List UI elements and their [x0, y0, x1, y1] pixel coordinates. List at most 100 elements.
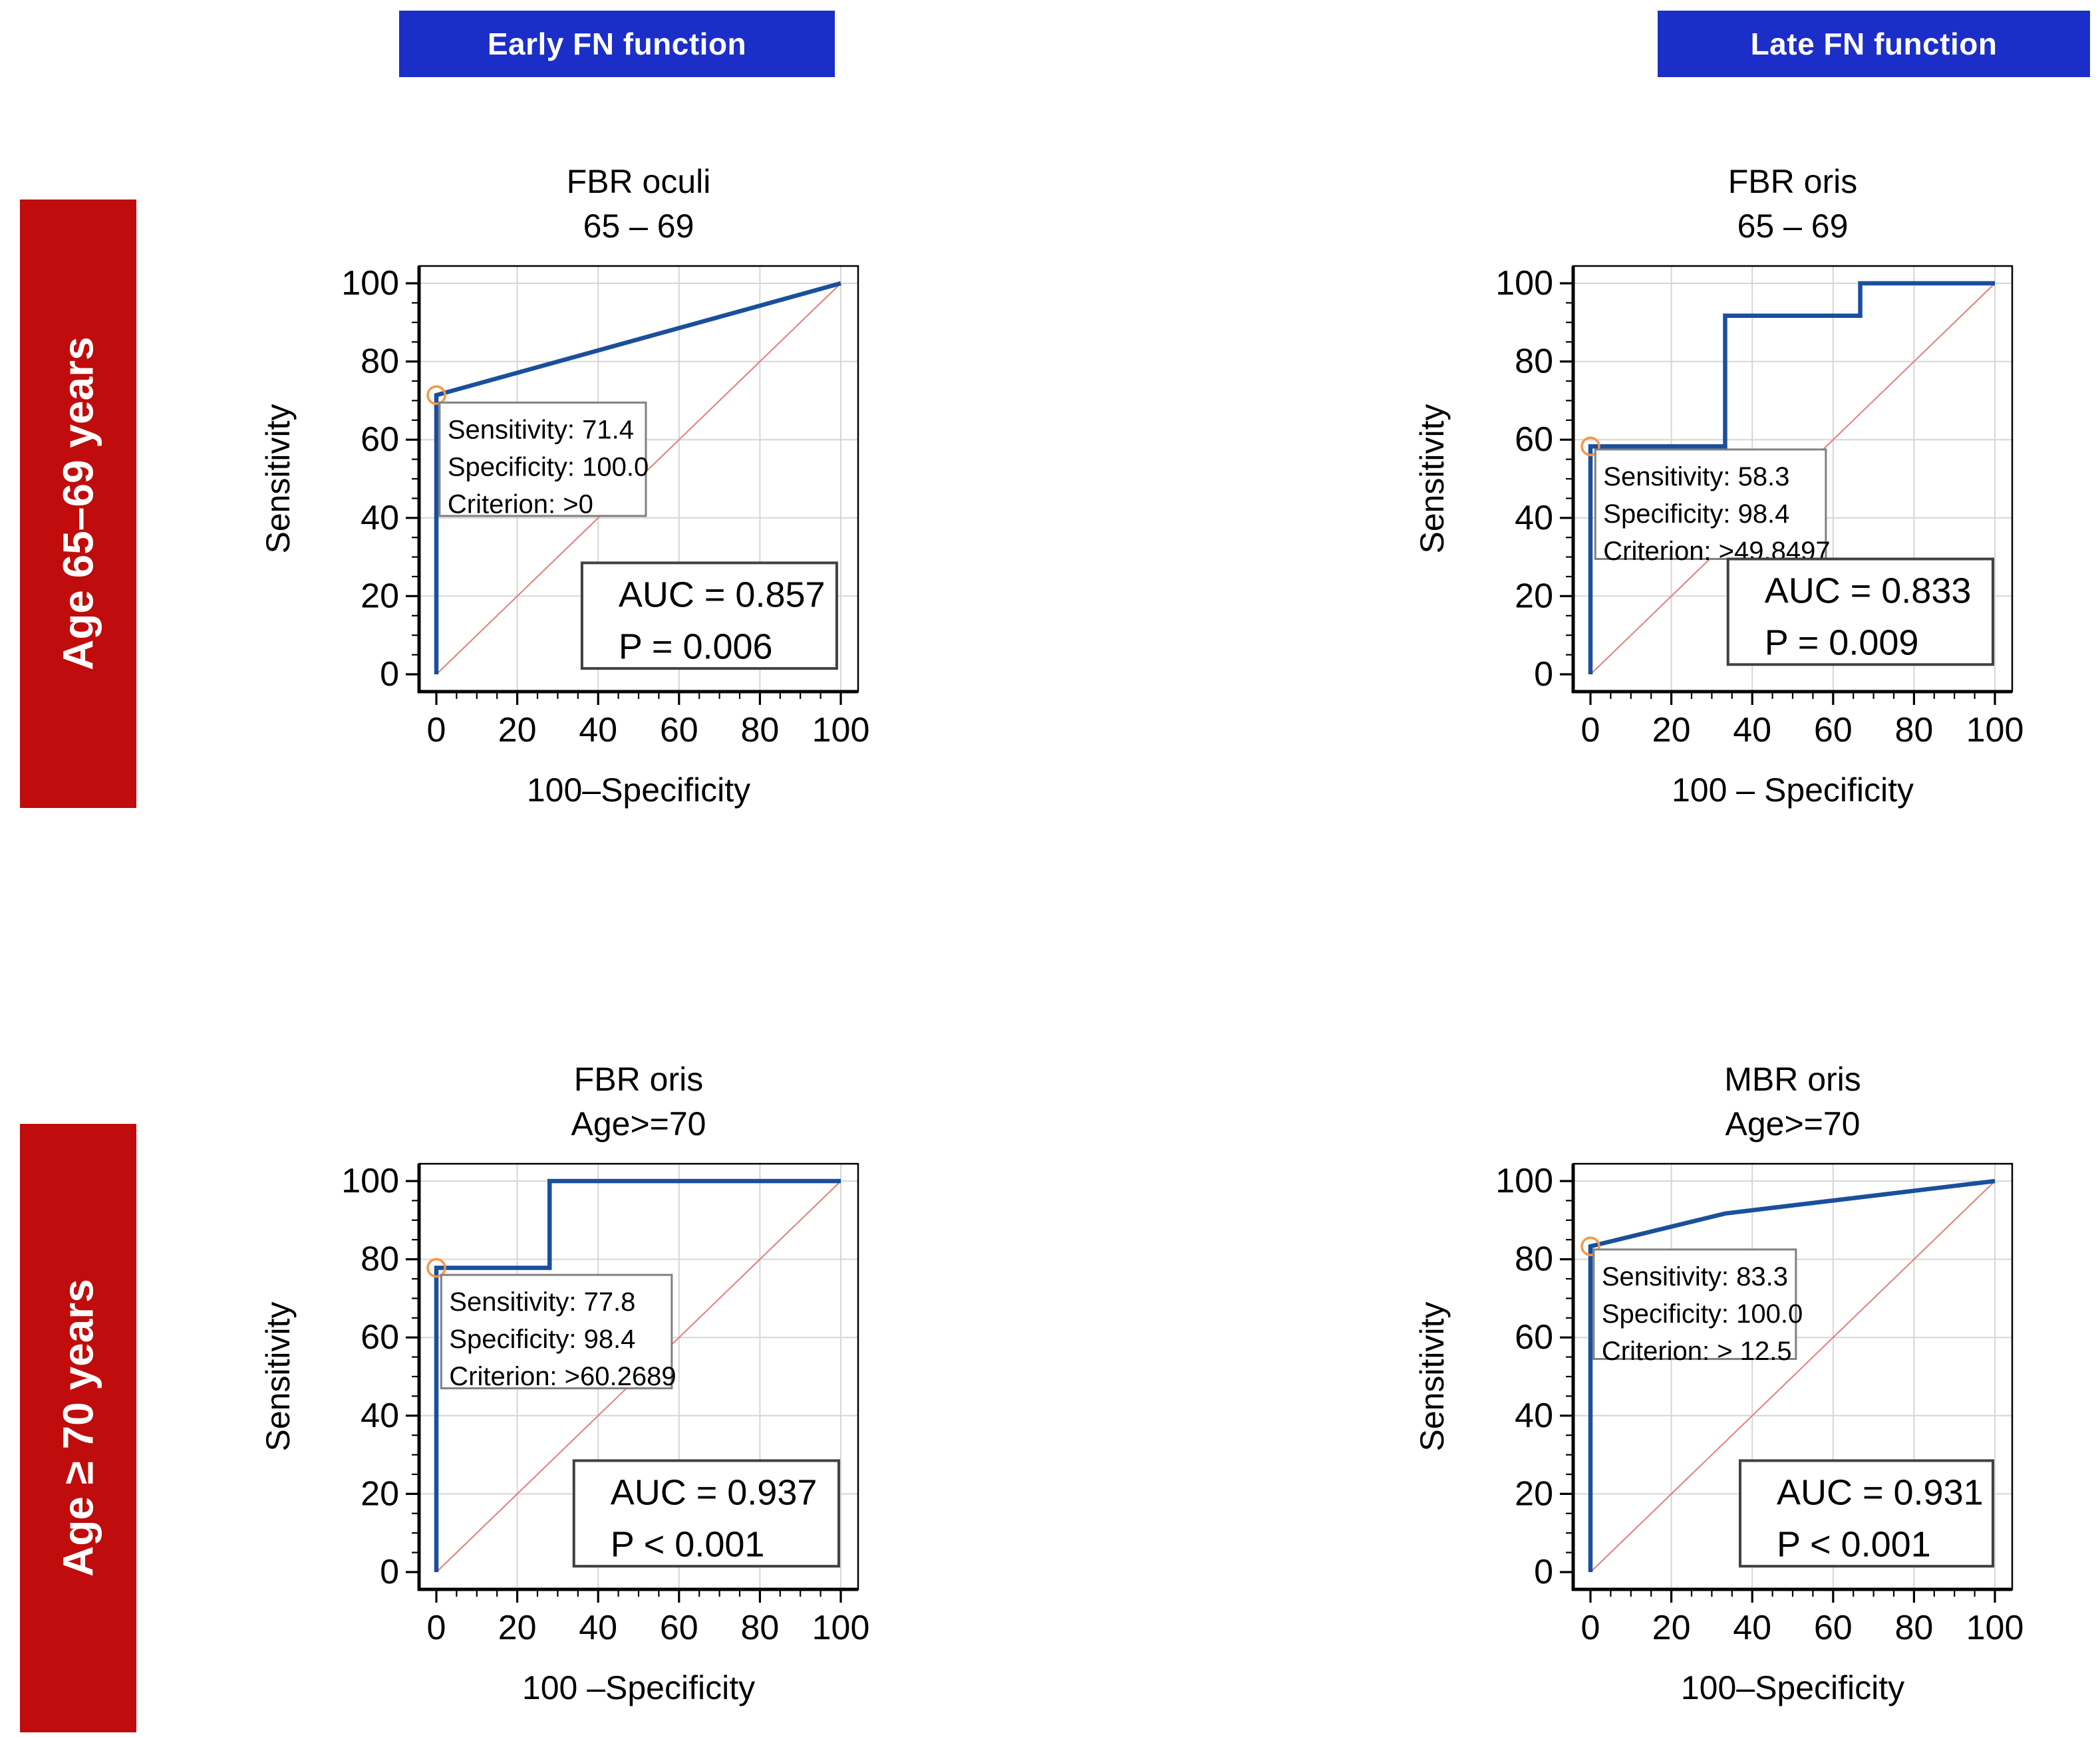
x-tick-label: 20: [1652, 711, 1691, 749]
y-tick-label: 0: [380, 655, 399, 694]
operating-point-marker: [426, 385, 446, 405]
y-tick-label: 40: [1515, 499, 1553, 537]
x-axis-label: 100–Specificity: [527, 771, 750, 809]
auc-annotation-line: AUC = 0.931: [1777, 1472, 1984, 1512]
x-tick-label: 80: [740, 711, 779, 749]
y-tick-label: 100: [1495, 1162, 1553, 1200]
roc-curve: [434, 281, 841, 674]
y-tick-label: 20: [1515, 1474, 1553, 1513]
x-tick-label: 20: [1652, 1609, 1691, 1647]
reference-diagonal: [1590, 1180, 1996, 1573]
auc-annotation-box: [1726, 557, 1994, 666]
operating-point-tooltip: [1594, 448, 1827, 561]
x-tick-label: 80: [1894, 711, 1933, 749]
y-tick-label: 100: [1495, 264, 1553, 303]
tooltip-line: Criterion: >0: [448, 489, 593, 519]
x-tick-label: 40: [579, 1609, 617, 1647]
y-tick-label: 20: [361, 1474, 399, 1513]
y-tick-label: 60: [1515, 420, 1553, 459]
x-tick-label: 100: [812, 1609, 870, 1647]
x-tick-label: 40: [1733, 711, 1771, 749]
y-tick-label: 100: [341, 264, 399, 303]
tooltip-line: Specificity: 100.0: [448, 452, 649, 481]
operating-point-tooltip: [438, 401, 647, 517]
tooltip-line: Specificity: 98.4: [1603, 499, 1789, 529]
panel-title: MBR oris: [1724, 1061, 1861, 1098]
tooltip-line: Specificity: 98.4: [449, 1325, 635, 1354]
x-tick-label: 100: [1966, 1609, 2024, 1647]
auc-annotation-line: P = 0.009: [1765, 623, 1919, 663]
y-tick-label: 40: [1515, 1397, 1553, 1435]
auc-annotation-line: AUC = 0.857: [619, 575, 825, 614]
tooltip-line: Sensitivity: 83.3: [1602, 1262, 1788, 1291]
row-label-age-65-69: Age 65–69 years: [20, 200, 136, 808]
panel-subtitle: Age>=70: [1725, 1105, 1861, 1142]
roc-panel-early-70-plus: 0 20 40 60 80 100 0 20 40 60 80 100 FBR oris Age>=70 1…: [259, 1061, 870, 1706]
x-tick-label: 40: [1733, 1609, 1771, 1647]
x-tick-label: 100: [1966, 711, 2024, 749]
y-tick-label: 0: [1534, 655, 1553, 694]
roc-panel-late-65-69: 0 20 40 60 80 100 0 20 40 60 80 100 FBR oris 65 – 69 1…: [1414, 163, 2024, 809]
x-tick-label: 0: [1581, 1609, 1600, 1647]
y-tick-label: 20: [1515, 577, 1553, 615]
y-tick-label: 60: [1515, 1318, 1553, 1357]
operating-point-tooltip: [440, 1273, 673, 1390]
y-tick-label: 80: [1515, 1240, 1553, 1279]
auc-annotation-line: P < 0.001: [1777, 1524, 1931, 1564]
operating-point-tooltip: [1592, 1248, 1797, 1361]
y-axis-label: Sensitivity: [259, 404, 297, 553]
tooltip-line: Specificity: 100.0: [1602, 1299, 1803, 1329]
roc-panel-late-70-plus: 0 20 40 60 80 100 0 20 40 60 80 100 MBR oris Age>=70 1…: [1414, 1061, 2024, 1706]
x-tick-label: 60: [1814, 1609, 1853, 1647]
column-header-late-fn: Late FN function: [1658, 11, 2090, 77]
auc-annotation-line: AUC = 0.833: [1765, 571, 1972, 611]
column-header-early-fn: Early FN function: [399, 11, 835, 77]
panel-title: FBR oculi: [567, 163, 711, 200]
panel-subtitle: 65 – 69: [1737, 207, 1849, 245]
x-axis-label: 100–Specificity: [1681, 1669, 1904, 1706]
panel-subtitle: Age>=70: [571, 1105, 706, 1142]
y-tick-label: 40: [361, 499, 399, 537]
x-tick-label: 100: [812, 711, 870, 749]
x-tick-label: 60: [1814, 711, 1853, 749]
x-tick-label: 20: [498, 711, 537, 749]
auc-annotation-box: [580, 561, 838, 670]
x-axis-label: 100 –Specificity: [522, 1669, 755, 1706]
y-axis-label: Sensitivity: [1414, 1301, 1451, 1451]
x-tick-label: 0: [1581, 711, 1600, 749]
operating-point-marker: [1580, 436, 1600, 456]
y-tick-label: 60: [361, 1318, 399, 1357]
y-tick-label: 80: [361, 1240, 399, 1279]
auc-annotation-line: AUC = 0.937: [611, 1472, 818, 1512]
y-axis-label: Sensitivity: [259, 1301, 297, 1451]
y-tick-label: 0: [1534, 1553, 1553, 1591]
auc-annotation-line: P = 0.006: [619, 626, 773, 666]
x-axis-label: 100 – Specificity: [1672, 771, 1914, 809]
panel-title: FBR oris: [574, 1061, 703, 1098]
roc-curve: [1588, 1178, 1996, 1572]
y-tick-label: 20: [361, 577, 399, 615]
y-tick-label: 60: [361, 420, 399, 459]
y-tick-label: 80: [361, 342, 399, 381]
panel-title: FBR oris: [1728, 163, 1857, 200]
x-tick-label: 40: [579, 711, 617, 749]
auc-annotation-box: [1738, 1459, 1994, 1568]
x-tick-label: 80: [1894, 1609, 1933, 1647]
tooltip-line: Sensitivity: 77.8: [449, 1287, 635, 1317]
row-label-age-70-plus: Age ≥ 70 years: [20, 1124, 136, 1732]
x-tick-label: 80: [740, 1609, 779, 1647]
auc-annotation-box: [572, 1459, 840, 1568]
y-tick-label: 40: [361, 1397, 399, 1435]
tooltip-line: Criterion: > 12.5: [1602, 1337, 1792, 1366]
y-axis-label: Sensitivity: [1414, 404, 1451, 553]
tooltip-line: Sensitivity: 58.3: [1603, 462, 1789, 491]
panel-subtitle: 65 – 69: [583, 207, 694, 245]
x-tick-label: 0: [427, 1609, 446, 1647]
y-tick-label: 0: [380, 1553, 399, 1591]
roc-curve: [434, 1178, 841, 1572]
roc-curve: [1588, 281, 1995, 674]
auc-annotation-line: P < 0.001: [611, 1524, 765, 1564]
x-tick-label: 0: [427, 711, 446, 749]
operating-point-marker: [1580, 1236, 1600, 1256]
y-tick-label: 100: [341, 1162, 399, 1200]
